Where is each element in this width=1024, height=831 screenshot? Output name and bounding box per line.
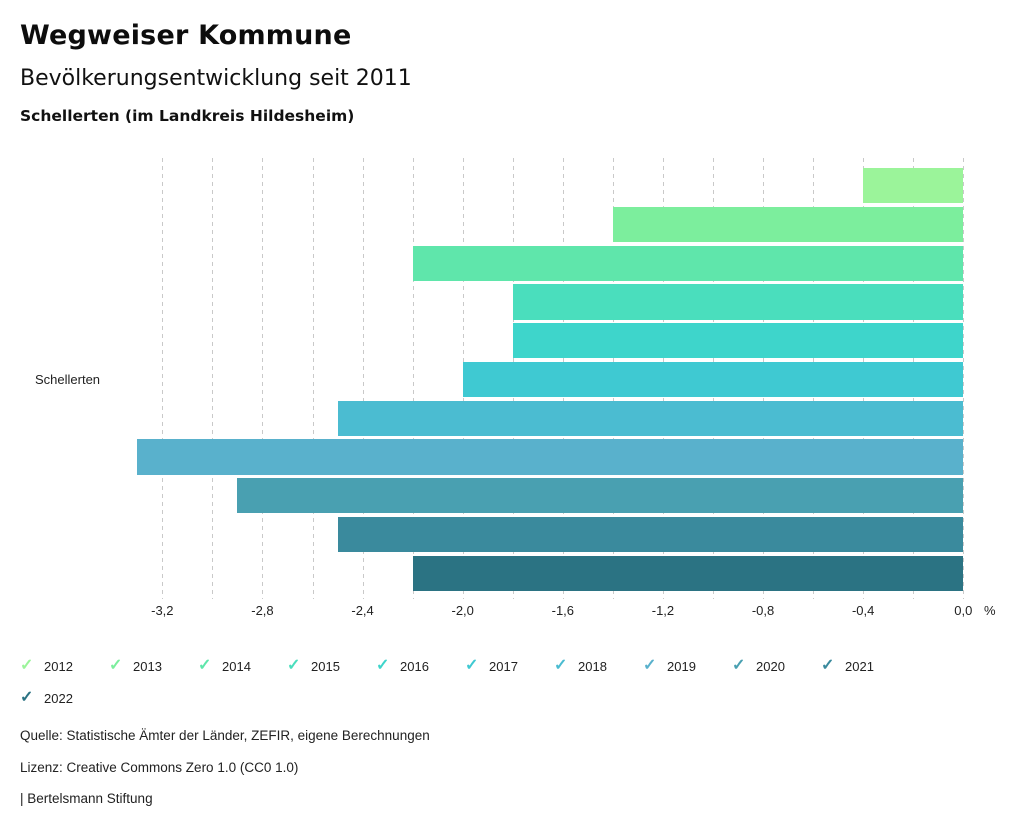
gridline [312, 158, 314, 599]
bar-2014 [412, 245, 964, 281]
bar-2021 [337, 516, 964, 552]
check-icon: ✓ [20, 689, 34, 706]
bar-2015 [512, 284, 964, 320]
legend-item-2015[interactable]: ✓ 2015 [287, 656, 340, 676]
bar-2022 [412, 555, 964, 591]
check-icon: ✓ [465, 657, 479, 674]
legend-year-label: 2018 [578, 658, 607, 674]
bar-2017 [462, 361, 964, 398]
gridline [362, 158, 364, 599]
legend-item-2016[interactable]: ✓ 2016 [376, 656, 429, 676]
bar-2016 [512, 323, 964, 359]
x-axis-tick-label: -2,8 [251, 603, 274, 618]
x-axis-tick-label: -0,8 [751, 603, 775, 618]
license-note: Lizenz: Creative Commons Zero 1.0 (CC0 1… [20, 760, 299, 775]
legend-year-label: 2019 [667, 658, 696, 674]
gridline [412, 158, 414, 599]
chart-location-subtitle: Schellerten (im Landkreis Hildesheim) [20, 106, 355, 125]
x-axis-tick-label: -2,0 [451, 603, 474, 618]
legend-year-label: 2012 [44, 658, 73, 674]
legend-item-2022[interactable]: ✓ 2022 [20, 688, 73, 708]
source-note: Quelle: Statistische Ämter der Länder, Z… [20, 728, 430, 743]
legend-item-2019[interactable]: ✓ 2019 [643, 656, 696, 676]
check-icon: ✓ [198, 657, 212, 674]
bar-2013 [612, 207, 964, 243]
check-icon: ✓ [109, 657, 123, 674]
check-icon: ✓ [20, 657, 34, 674]
bar-2020 [237, 478, 964, 514]
bar-2012 [863, 168, 964, 204]
x-axis-tick-label: -0,4 [851, 603, 875, 618]
chart-title: Bevölkerungsentwicklung seit 2011 [20, 66, 412, 92]
gridline [963, 158, 965, 599]
legend-year-label: 2022 [44, 690, 73, 706]
gridline [212, 158, 214, 599]
chart-header: Wegweiser Kommune Bevölkerungsentwicklun… [20, 20, 920, 125]
bar-2018 [337, 400, 964, 436]
legend-year-label: 2013 [133, 658, 162, 674]
legend-year-label: 2016 [400, 658, 429, 674]
bar-2019 [137, 439, 964, 475]
legend-item-2018[interactable]: ✓ 2018 [554, 656, 607, 676]
legend-year-label: 2015 [311, 658, 340, 674]
legend-item-2020[interactable]: ✓ 2020 [732, 656, 785, 676]
legend-item-2017[interactable]: ✓ 2017 [465, 656, 518, 676]
x-axis-tick-label: 0,0 [954, 603, 973, 618]
x-axis-tick-label: -2,4 [351, 603, 374, 618]
x-axis-tick-label: -1,2 [651, 603, 675, 618]
page-title: Wegweiser Kommune [20, 20, 352, 51]
check-icon: ✓ [376, 657, 390, 674]
legend-item-2014[interactable]: ✓ 2014 [198, 656, 251, 676]
legend-item-2021[interactable]: ✓ 2021 [821, 656, 874, 676]
x-axis-tick-label: -1,6 [551, 603, 575, 618]
legend-item-2013[interactable]: ✓ 2013 [109, 656, 162, 676]
attribution-note: | Bertelsmann Stiftung [20, 791, 153, 806]
check-icon: ✓ [732, 657, 746, 674]
x-axis-unit-label: % [984, 603, 996, 618]
legend-item-2012[interactable]: ✓ 2012 [20, 656, 73, 676]
gridline [262, 158, 264, 599]
y-axis-category-label: Schellerten [35, 372, 101, 387]
x-axis-tick-label: -3,2 [151, 603, 174, 618]
legend-year-label: 2020 [756, 658, 785, 674]
check-icon: ✓ [287, 657, 301, 674]
check-icon: ✓ [554, 657, 568, 674]
legend-year-label: 2017 [489, 658, 518, 674]
legend-year-label: 2014 [222, 658, 251, 674]
gridline [162, 158, 164, 599]
check-icon: ✓ [821, 657, 835, 674]
check-icon: ✓ [643, 657, 657, 674]
legend-year-label: 2021 [845, 658, 874, 674]
